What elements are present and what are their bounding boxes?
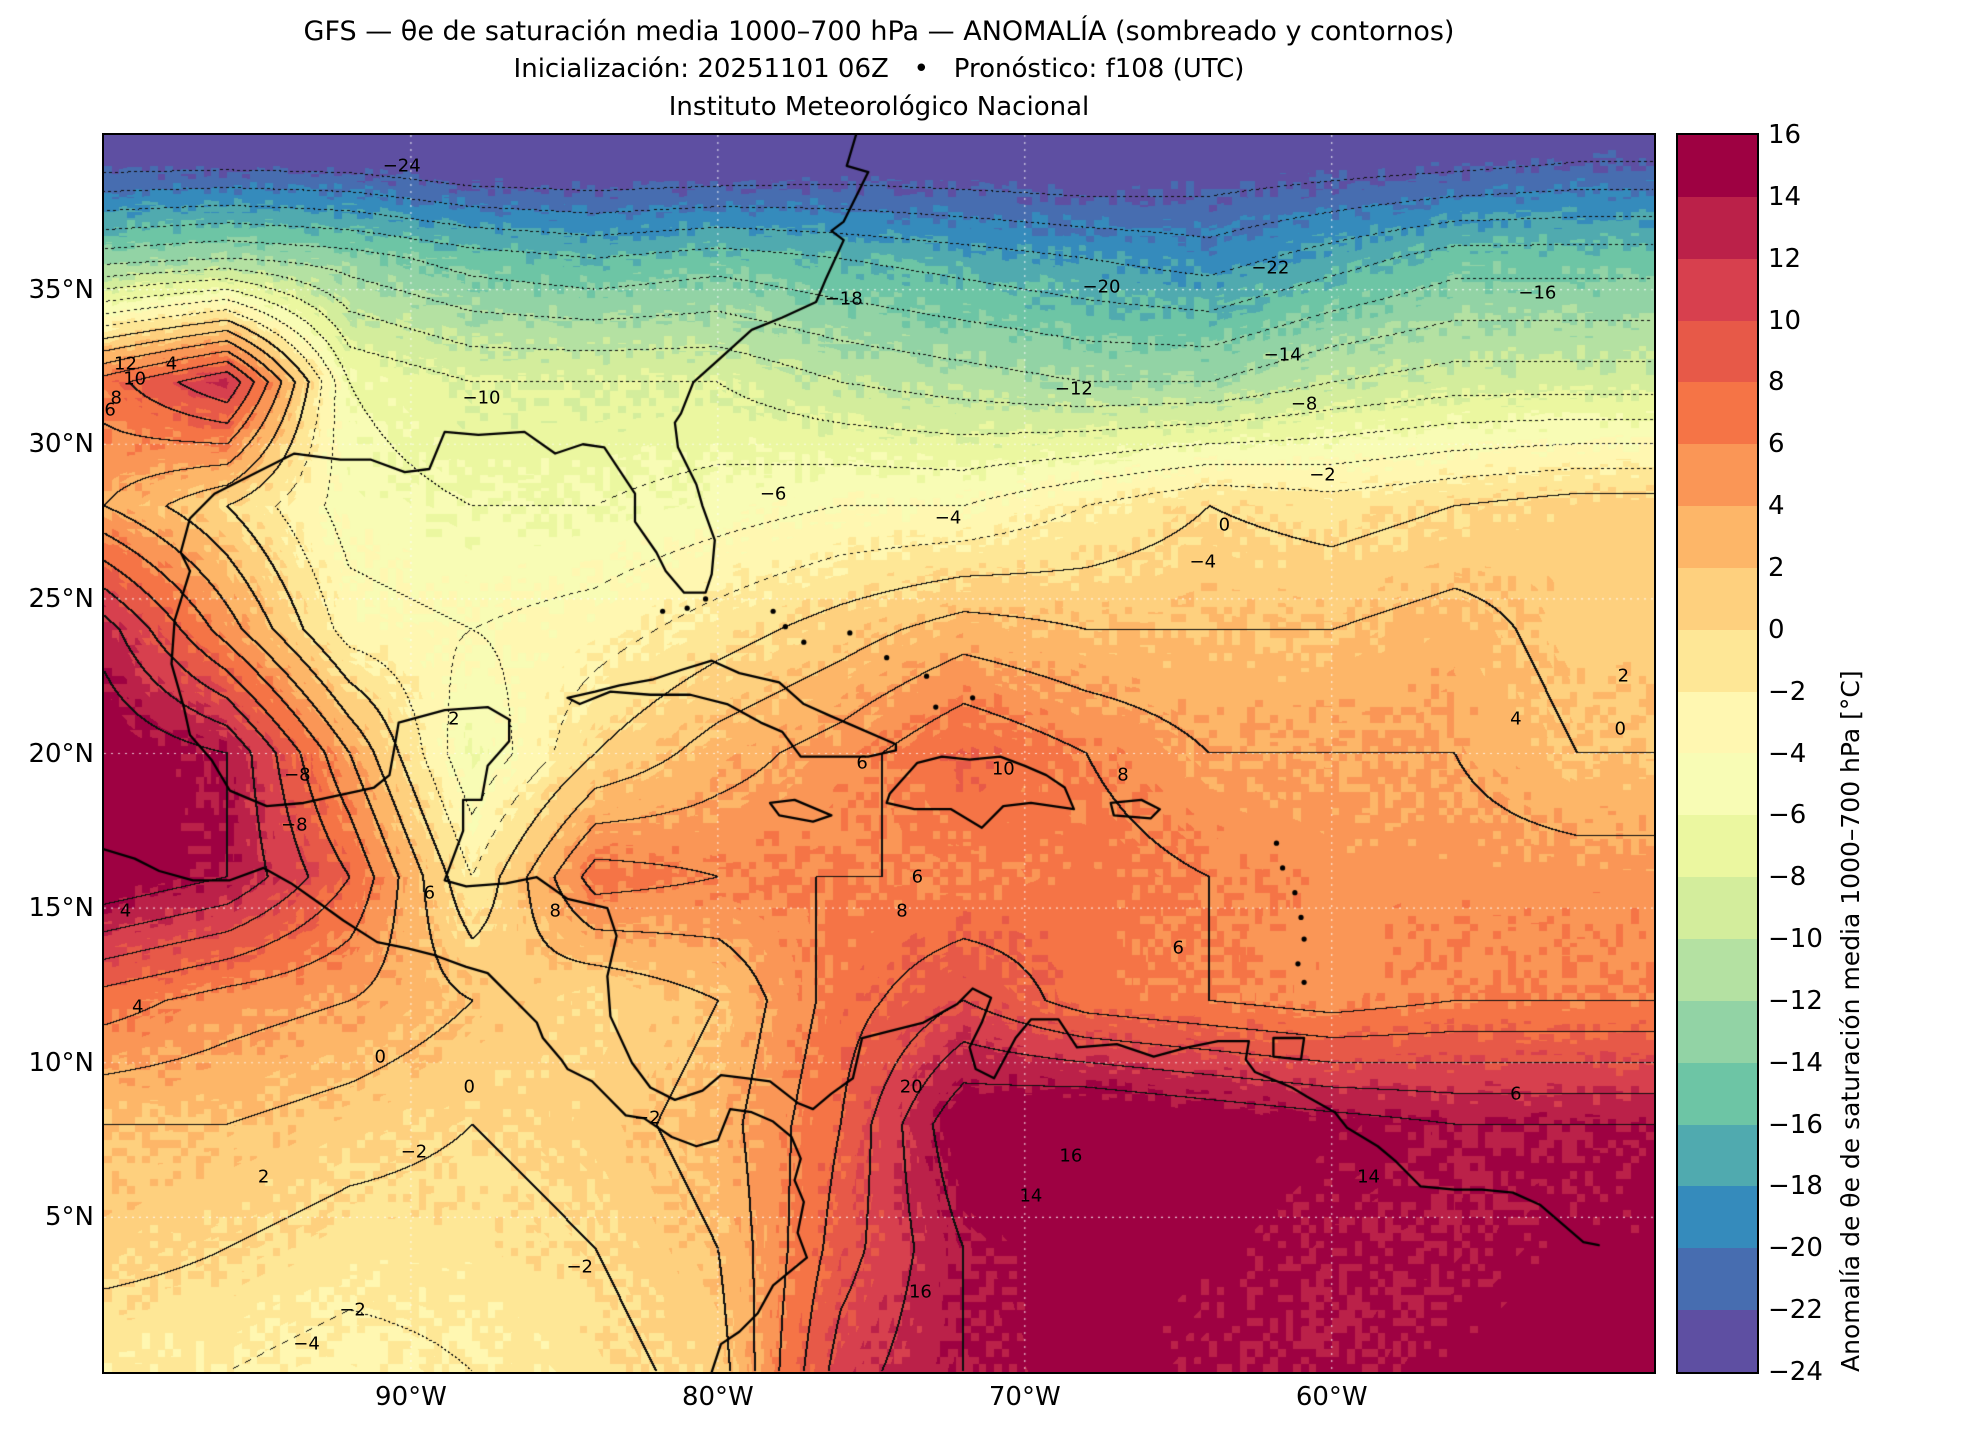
colorbar-tick-label: −22 bbox=[1768, 1295, 1823, 1326]
chart-title-block: GFS — θe de saturación media 1000–700 hP… bbox=[104, 12, 1654, 127]
colorbar-segment bbox=[1678, 444, 1757, 507]
colorbar-tick-label: 16 bbox=[1768, 120, 1802, 150]
colorbar-tick-label: −6 bbox=[1768, 800, 1807, 831]
colorbar-tick-label: 2 bbox=[1768, 552, 1785, 583]
colorbar-tick-label: −8 bbox=[1768, 862, 1807, 893]
colorbar-label: Anomalía de θe de saturación media 1000–… bbox=[1836, 670, 1865, 1372]
colorbar-tick-label: −12 bbox=[1768, 985, 1823, 1016]
colorbar-segment bbox=[1678, 258, 1757, 321]
chart-subtitle: Inicialización: 20251101 06Z • Pronóstic… bbox=[513, 54, 1245, 85]
colorbar-tick-label: 12 bbox=[1768, 243, 1802, 274]
colorbar-segment bbox=[1678, 691, 1757, 754]
colorbar-segment bbox=[1678, 1310, 1757, 1372]
colorbar-segment bbox=[1678, 382, 1757, 445]
colorbar-tick-label: −16 bbox=[1768, 1109, 1823, 1140]
colorbar-tick-label: −10 bbox=[1768, 924, 1823, 955]
colorbar-segment bbox=[1678, 815, 1757, 878]
colorbar-segment bbox=[1678, 506, 1757, 568]
colorbar-segment bbox=[1678, 938, 1757, 1001]
colorbar-tick-label: −24 bbox=[1768, 1357, 1823, 1387]
colorbar-segment bbox=[1678, 1062, 1757, 1125]
x-tick-label: 60°W bbox=[1295, 1382, 1368, 1412]
colorbar-segment bbox=[1678, 196, 1757, 259]
colorbar-segment bbox=[1678, 753, 1757, 816]
colorbar-tick-label: 6 bbox=[1768, 429, 1785, 460]
colorbar-tick-label: −14 bbox=[1768, 1047, 1823, 1078]
y-tick-label: 20°N bbox=[28, 738, 94, 769]
colorbar-segment bbox=[1678, 629, 1757, 692]
colorbar-tick-label: 4 bbox=[1768, 491, 1785, 522]
colorbar bbox=[1676, 133, 1759, 1374]
y-tick-label: 15°N bbox=[28, 893, 94, 924]
colorbar-segment bbox=[1678, 567, 1757, 630]
colorbar-tick-label: −4 bbox=[1768, 738, 1807, 769]
colorbar-tick-label: −2 bbox=[1768, 676, 1807, 707]
anomaly-field-canvas bbox=[104, 135, 1654, 1372]
colorbar-tick-label: −18 bbox=[1768, 1171, 1823, 1202]
y-tick-label: 25°N bbox=[28, 583, 94, 614]
x-tick-label: 90°W bbox=[375, 1382, 447, 1412]
y-tick-label: 5°N bbox=[45, 1202, 94, 1233]
y-tick-label: 30°N bbox=[28, 429, 94, 460]
colorbar-segment bbox=[1678, 320, 1757, 383]
colorbar-segment bbox=[1678, 1124, 1757, 1187]
colorbar-segment bbox=[1678, 1248, 1757, 1311]
colorbar-segment bbox=[1678, 135, 1757, 197]
colorbar-segment bbox=[1678, 877, 1757, 939]
y-tick-label: 35°N bbox=[28, 274, 94, 305]
colorbar-tick-label: 14 bbox=[1768, 181, 1802, 212]
colorbar-segment bbox=[1678, 1000, 1757, 1063]
chart-institution: Instituto Meteorológico Nacional bbox=[668, 91, 1090, 122]
colorbar-tick-label: −20 bbox=[1768, 1233, 1823, 1264]
x-tick-label: 80°W bbox=[681, 1382, 754, 1412]
colorbar-tick-labels: 16 14 12 10 8 6 4 2 0 −2 −4 −6 −8 −10 −12 −14 −16 −18 −20 −… bbox=[1768, 120, 1848, 1387]
colorbar-tick-label: 0 bbox=[1768, 614, 1785, 645]
colorbar-tick-label: 10 bbox=[1768, 305, 1802, 336]
colorbar-segment bbox=[1678, 1186, 1757, 1249]
colorbar-tick-label: 8 bbox=[1768, 367, 1785, 398]
map-plot-area: −24 −22 −20 −18 −16 −14 −12 −10 −8 −6 −4 −2 0 −4 12 10 8… bbox=[102, 133, 1656, 1374]
chart-title: GFS — θe de saturación media 1000–700 hP… bbox=[303, 16, 1455, 47]
y-tick-label: 10°N bbox=[28, 1047, 94, 1078]
x-tick-label: 70°W bbox=[988, 1382, 1061, 1412]
